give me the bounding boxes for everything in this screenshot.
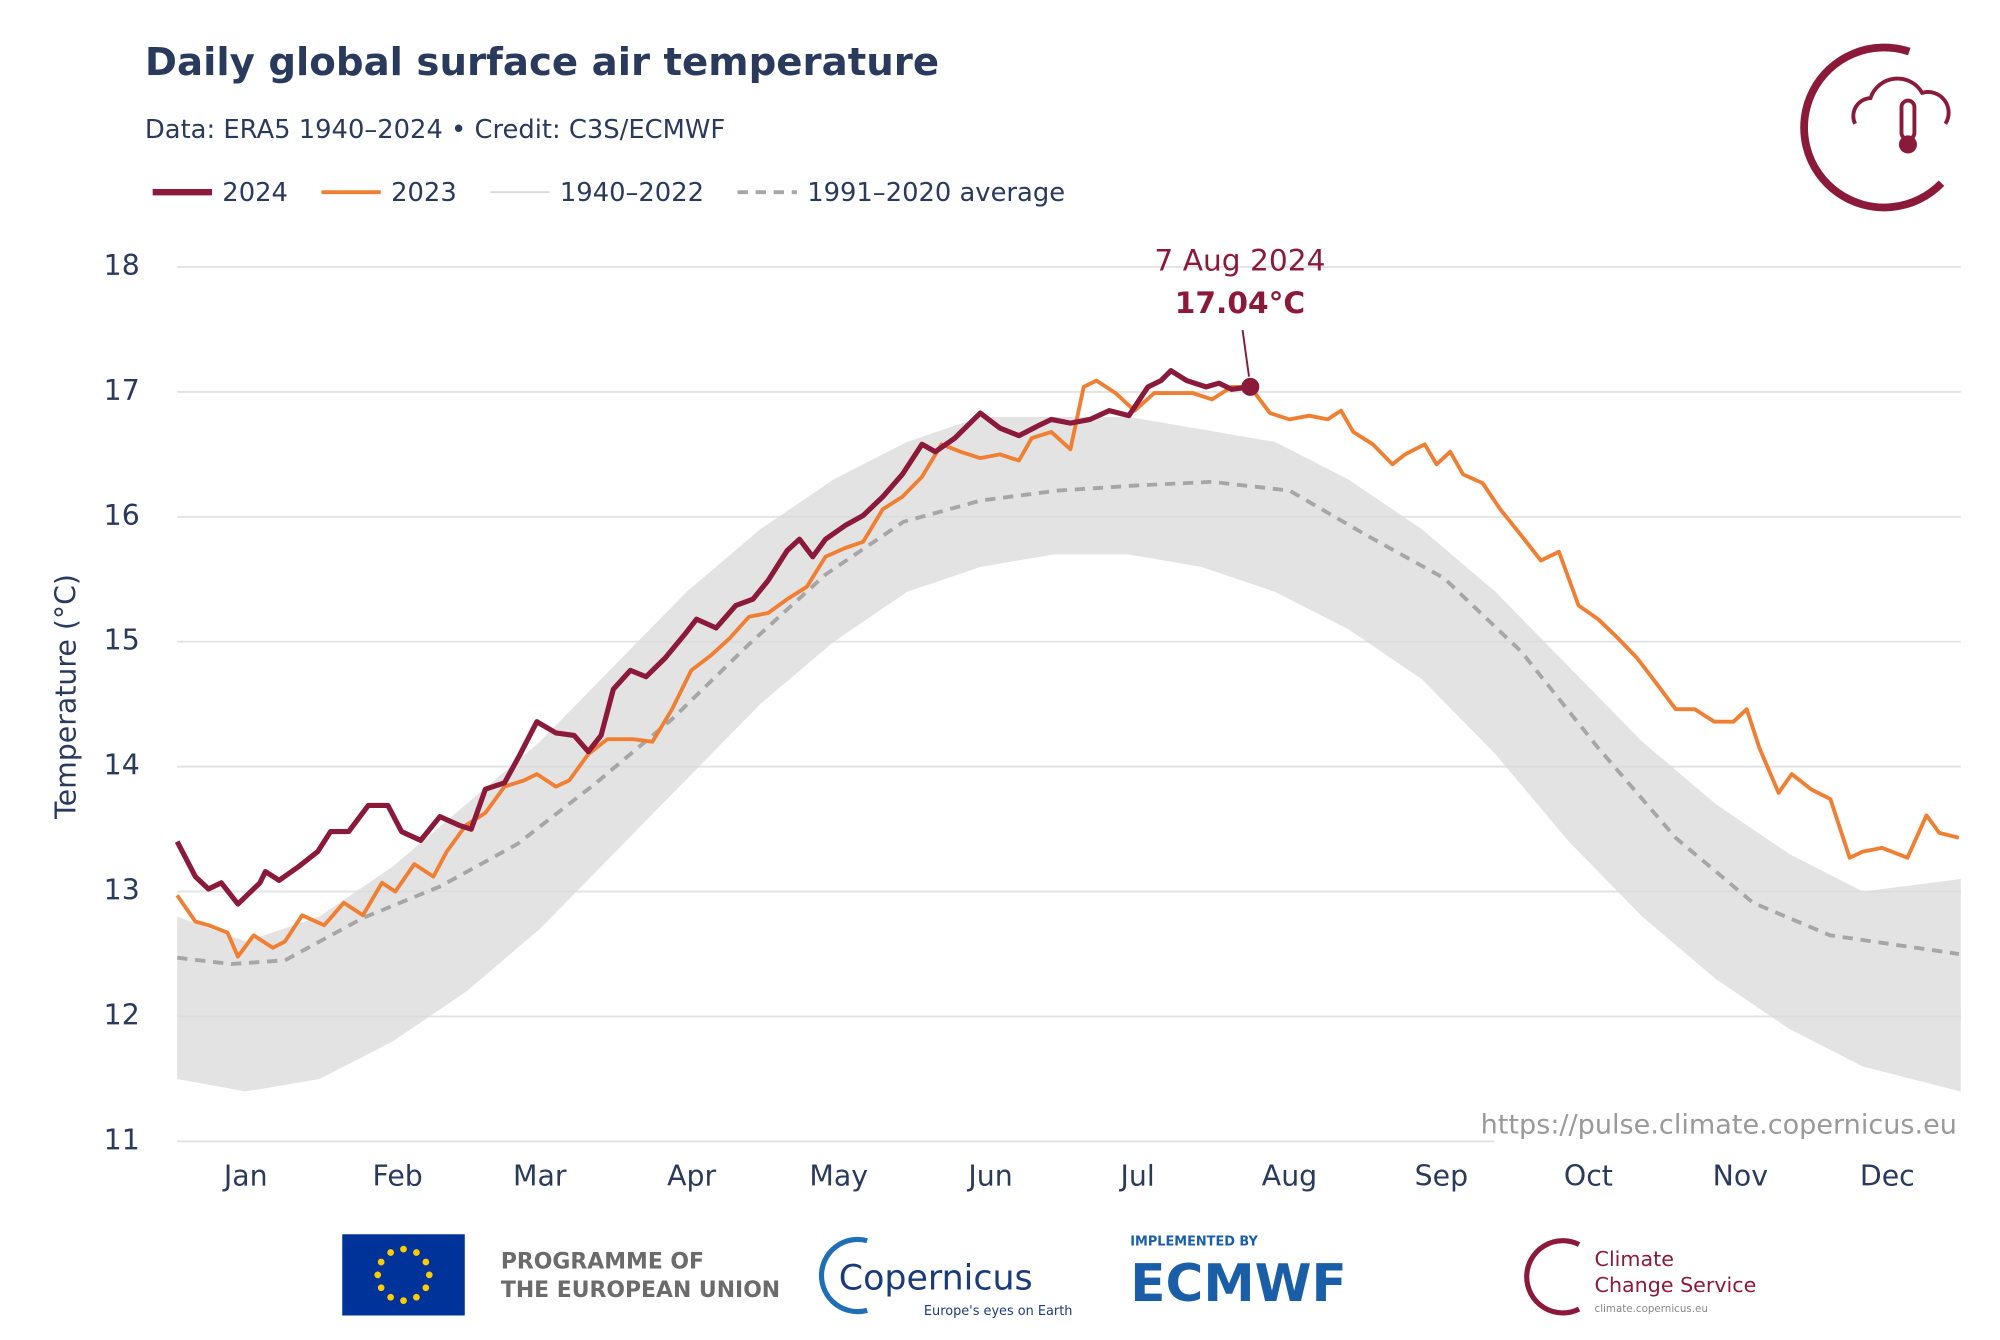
x-tick-label: Jul bbox=[1118, 1159, 1154, 1192]
x-tick-label: Oct bbox=[1564, 1159, 1613, 1192]
y-tick-label: 15 bbox=[104, 624, 140, 657]
ecmwf-text: ECMWF bbox=[1130, 1254, 1347, 1314]
eu-star bbox=[374, 1271, 382, 1279]
y-tick-label: 12 bbox=[104, 998, 140, 1031]
y-tick-label: 16 bbox=[104, 499, 140, 532]
chart-subtitle: Data: ERA5 1940–2024 • Credit: C3S/ECMWF bbox=[145, 115, 725, 145]
source-label: https://pulse.climate.copernicus.eu bbox=[1481, 1109, 1957, 1140]
x-tick-label: Mar bbox=[513, 1159, 567, 1192]
x-tick-label: Nov bbox=[1713, 1159, 1768, 1192]
eu-star bbox=[377, 1258, 385, 1266]
eu-text: PROGRAMME OF bbox=[501, 1250, 704, 1275]
legend-label: 2023 bbox=[391, 178, 457, 208]
y-tick-label: 13 bbox=[104, 874, 140, 907]
eu-star bbox=[400, 1297, 407, 1305]
historical-band bbox=[177, 416, 1961, 1092]
series-line bbox=[175, 378, 1960, 959]
x-tick-label: Apr bbox=[667, 1159, 716, 1192]
copernicus-text: Copernicus bbox=[839, 1258, 1033, 1298]
eu-star bbox=[387, 1249, 394, 1256]
eu-star bbox=[413, 1293, 420, 1301]
chart-title: Daily global surface air temperature bbox=[145, 40, 939, 85]
eu-star bbox=[377, 1284, 385, 1292]
y-tick-label: 18 bbox=[104, 249, 140, 282]
series-line bbox=[174, 368, 1251, 907]
x-tick-label: Jun bbox=[966, 1159, 1012, 1192]
x-tick-label: Feb bbox=[373, 1159, 423, 1192]
x-tick-label: Dec bbox=[1860, 1159, 1915, 1192]
eu-star bbox=[422, 1258, 430, 1266]
eu-star bbox=[400, 1245, 407, 1253]
annotation-point bbox=[1241, 377, 1260, 396]
eu-star bbox=[387, 1293, 394, 1301]
x-tick-label: Sep bbox=[1415, 1159, 1468, 1192]
c3s-text: Climate bbox=[1595, 1247, 1674, 1271]
copernicus-tagline: Europe's eyes on Earth bbox=[924, 1304, 1073, 1319]
c3s-footer-arc bbox=[1524, 1238, 1581, 1316]
ecmwf-prefix: IMPLEMENTED BY bbox=[1130, 1234, 1258, 1249]
copernicus-arc bbox=[818, 1236, 868, 1315]
eu-text: THE EUROPEAN UNION bbox=[501, 1278, 780, 1303]
source-backdrop bbox=[1493, 1105, 1964, 1144]
annotation-value: 17.04°C bbox=[1175, 285, 1305, 320]
y-tick-label: 11 bbox=[104, 1123, 140, 1156]
eu-stars bbox=[374, 1245, 433, 1305]
legend-label: 1991–2020 average bbox=[807, 178, 1065, 208]
annotation-label: 7 Aug 2024 bbox=[1154, 242, 1325, 277]
c3s-url: climate.copernicus.eu bbox=[1595, 1303, 1708, 1315]
eu-star bbox=[425, 1271, 433, 1279]
eu-star bbox=[413, 1249, 420, 1256]
c3s-text: Change Service bbox=[1595, 1273, 1757, 1297]
annotation-leader bbox=[1241, 330, 1250, 377]
eu-star bbox=[422, 1284, 430, 1292]
x-tick-label: Jan bbox=[222, 1159, 268, 1192]
legend-label: 2024 bbox=[222, 178, 288, 208]
x-tick-label: May bbox=[809, 1159, 868, 1192]
y-tick-label: 17 bbox=[104, 374, 140, 407]
x-tick-label: Aug bbox=[1262, 1159, 1317, 1192]
y-axis-label: Temperature (°C) bbox=[50, 574, 83, 820]
y-tick-label: 14 bbox=[104, 749, 140, 782]
c3s-logo bbox=[1800, 43, 1951, 212]
legend-label: 1940–2022 bbox=[560, 178, 704, 208]
